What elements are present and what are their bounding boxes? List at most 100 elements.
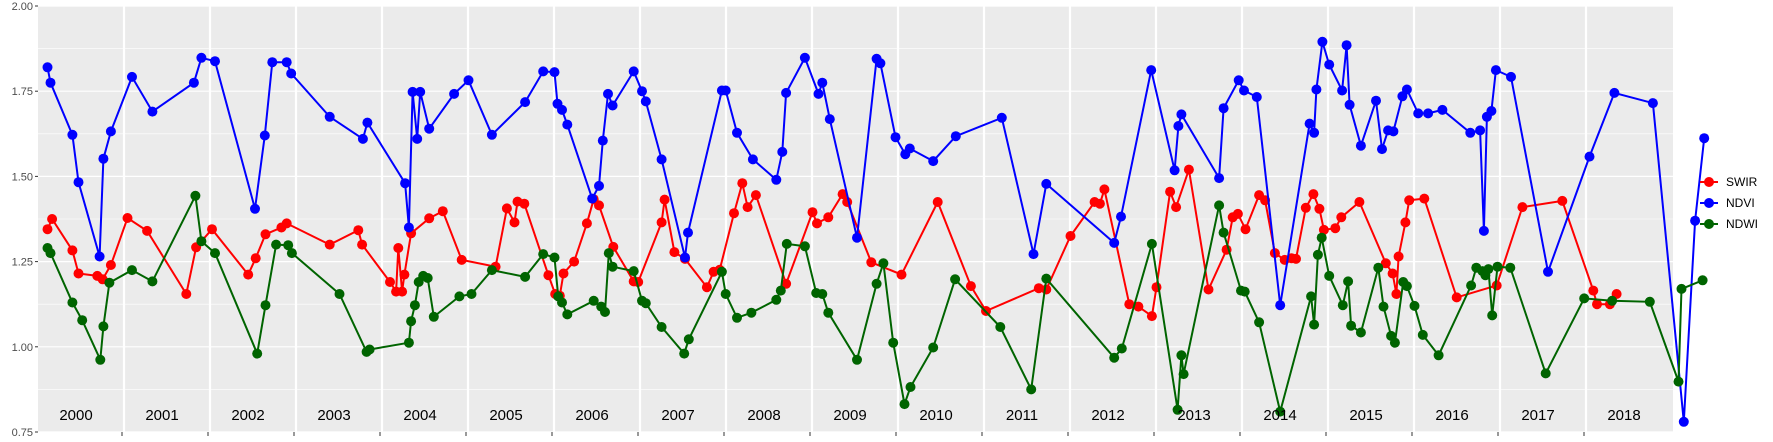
- data-point-ndvi: [928, 156, 939, 167]
- year-label: 2005: [489, 407, 522, 424]
- data-point-ndwi: [781, 238, 792, 249]
- data-point-ndwi: [252, 348, 263, 359]
- data-point-ndwi: [271, 239, 282, 250]
- data-point-ndwi: [364, 344, 375, 355]
- data-point-swir: [181, 289, 192, 299]
- data-point-ndvi: [1337, 85, 1348, 96]
- data-point-ndvi: [1490, 65, 1501, 76]
- data-point-ndwi: [683, 334, 694, 345]
- data-point-ndvi: [1609, 87, 1620, 98]
- data-point-ndwi: [1309, 319, 1320, 330]
- data-point-ndvi: [1173, 121, 1184, 131]
- year-label: 2007: [661, 407, 694, 424]
- data-point-ndwi: [1540, 368, 1551, 379]
- data-point-ndwi: [98, 321, 109, 332]
- data-point-ndvi: [1116, 211, 1126, 222]
- data-point-ndvi: [597, 135, 608, 146]
- data-point-ndwi: [454, 291, 465, 302]
- data-point-ndvi: [210, 56, 220, 67]
- data-point-swir: [519, 198, 530, 209]
- data-point-ndwi: [557, 297, 567, 308]
- year-label: 2006: [575, 407, 608, 424]
- data-point-ndwi: [538, 249, 549, 260]
- data-point-ndwi: [771, 294, 782, 305]
- data-point-ndvi: [732, 127, 742, 138]
- data-point-ndvi: [105, 126, 116, 137]
- data-point-ndvi: [1413, 108, 1424, 119]
- data-point-swir: [1133, 301, 1144, 312]
- legend-label: SWIR: [1726, 175, 1758, 189]
- data-point-ndvi: [1344, 99, 1355, 110]
- data-point-swir: [701, 282, 712, 293]
- data-point-swir: [1330, 223, 1341, 234]
- y-tick-label: 1.00: [12, 342, 33, 354]
- data-point-ndwi: [562, 309, 573, 320]
- data-point-swir: [823, 212, 834, 223]
- legend-label: NDVI: [1726, 196, 1755, 210]
- data-point-ndwi: [127, 265, 137, 276]
- data-point-ndwi: [1026, 384, 1037, 395]
- data-point-ndwi: [1343, 276, 1354, 287]
- data-point-swir: [1146, 311, 1157, 322]
- data-point-ndwi: [1109, 352, 1120, 363]
- data-point-ndwi: [190, 190, 201, 201]
- data-point-ndwi: [817, 289, 828, 299]
- data-point-ndvi: [286, 68, 297, 79]
- data-point-swir: [399, 269, 410, 280]
- data-point-ndvi: [1275, 300, 1286, 311]
- data-point-ndwi: [95, 354, 106, 365]
- legend-label: NDWI: [1726, 217, 1758, 231]
- year-labels: 2000 2001 2002 2003 2004 2005 2006 2007 2008 2009…: [59, 407, 1640, 424]
- data-point-ndwi: [852, 354, 862, 365]
- data-point-ndvi: [1486, 106, 1497, 116]
- y-tick-label: 1.75: [12, 86, 33, 98]
- data-point-ndvi: [1214, 173, 1225, 184]
- data-point-swir: [324, 239, 335, 250]
- data-point-ndvi: [449, 88, 460, 99]
- data-point-ndwi: [732, 312, 742, 323]
- data-point-ndwi: [1644, 296, 1655, 307]
- data-point-ndvi: [403, 222, 414, 233]
- data-point-swir: [1094, 198, 1105, 209]
- data-point-ndvi: [1355, 140, 1366, 151]
- legend-key-dot: [1704, 219, 1714, 229]
- data-point-ndwi: [104, 277, 115, 288]
- data-point-ndwi: [45, 248, 56, 259]
- data-point-ndvi: [628, 66, 639, 77]
- legend-key-dot: [1704, 177, 1714, 187]
- data-point-ndwi: [905, 382, 916, 392]
- data-point-ndwi: [1239, 286, 1250, 297]
- data-point-ndvi: [250, 203, 260, 214]
- data-point-ndwi: [147, 276, 158, 287]
- data-point-swir: [1124, 299, 1135, 310]
- data-point-ndwi: [950, 274, 961, 285]
- data-point-ndvi: [267, 57, 278, 68]
- data-point-ndwi: [1417, 329, 1428, 340]
- data-point-swir: [397, 286, 408, 297]
- data-point-ndvi: [656, 154, 667, 165]
- data-point-ndwi: [600, 307, 610, 317]
- data-point-swir: [807, 207, 818, 218]
- data-point-ndwi: [1676, 283, 1687, 294]
- data-point-ndwi: [286, 248, 297, 259]
- data-point-ndvi: [127, 71, 137, 82]
- data-point-ndvi: [407, 86, 418, 97]
- data-point-swir: [1300, 202, 1311, 213]
- data-point-ndvi: [196, 52, 207, 63]
- data-point-ndvi: [720, 85, 731, 96]
- data-point-ndvi: [890, 132, 901, 143]
- data-point-ndvi: [259, 130, 270, 141]
- data-point-ndvi: [1317, 36, 1328, 47]
- year-label: 2016: [1435, 407, 1468, 424]
- data-point-ndvi: [188, 77, 199, 88]
- data-point-ndvi: [1437, 104, 1448, 115]
- data-point-ndvi: [415, 86, 426, 97]
- data-point-swir: [1318, 224, 1329, 235]
- data-point-ndvi: [281, 57, 292, 68]
- data-point-swir: [1451, 292, 1462, 303]
- data-point-swir: [1404, 195, 1415, 206]
- data-point-ndwi: [210, 248, 220, 259]
- data-point-swir: [1391, 289, 1402, 299]
- data-point-ndwi: [1337, 300, 1348, 311]
- year-label: 2015: [1349, 407, 1382, 424]
